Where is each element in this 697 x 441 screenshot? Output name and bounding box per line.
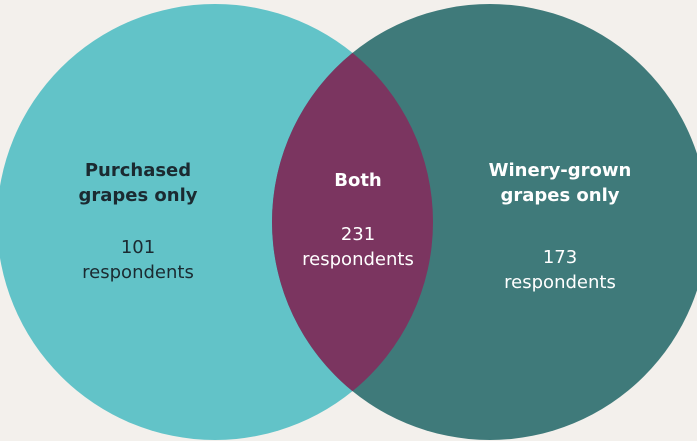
- intersection-name: Both: [334, 170, 382, 191]
- set-name: Purchased grapes only: [78, 160, 198, 206]
- set-value-label: 173 respondents: [504, 247, 616, 293]
- intersection: [271, 52, 433, 392]
- set-value-label: 101 respondents: [82, 237, 194, 283]
- set-name: Winery-grown grapes only: [488, 160, 632, 206]
- intersection-value-label: 231 respondents: [302, 224, 414, 270]
